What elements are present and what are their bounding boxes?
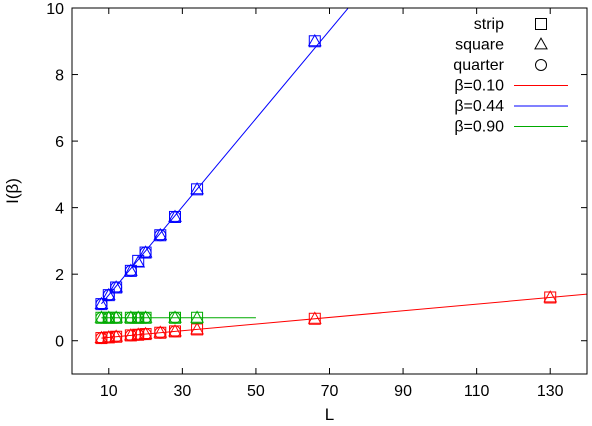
- legend: strip square quarter β=0.10 β=0.44 β=0.90: [453, 16, 568, 136]
- x-tick-label: 110: [464, 383, 490, 400]
- data-point-quarter: [124, 329, 137, 342]
- data-point-square: [109, 310, 124, 323]
- data-point-square: [168, 209, 182, 222]
- data-point-quarter: [124, 264, 137, 277]
- data-point-quarter: [95, 298, 108, 311]
- fit-line-0.44: [101, 8, 349, 305]
- data-point-square: [131, 255, 146, 268]
- legend-label-quarter: quarter: [453, 57, 504, 74]
- data-point-quarter: [139, 311, 152, 324]
- data-point-quarter: [139, 246, 152, 259]
- y-tick-label: 2: [55, 267, 64, 284]
- data-point-square: [543, 290, 558, 303]
- data-point-square: [101, 310, 116, 323]
- x-tick-label: 130: [537, 383, 564, 400]
- x-tick-label: 10: [100, 383, 118, 400]
- x-tick-label: 70: [321, 383, 339, 400]
- data-point-quarter: [139, 328, 152, 341]
- fit-lines-layer: [101, 8, 587, 339]
- legend-label-series: β=0.44: [454, 98, 504, 115]
- data-point-quarter: [102, 311, 115, 324]
- data-point-square: [123, 328, 138, 341]
- y-tick-label: 10: [46, 1, 64, 18]
- data-point-quarter: [95, 332, 108, 345]
- legend-label-series: β=0.10: [454, 78, 504, 95]
- data-point-square: [131, 327, 146, 340]
- data-point-quarter: [169, 325, 181, 338]
- y-tick-label: 8: [55, 68, 64, 85]
- fit-line-0.10: [101, 293, 587, 339]
- data-point-square: [94, 310, 109, 323]
- data-point-quarter: [110, 311, 123, 324]
- data-point-square: [153, 227, 168, 241]
- data-point-quarter: [110, 330, 123, 343]
- y-tick-label: 6: [55, 134, 64, 151]
- x-axis-label: L: [325, 405, 334, 424]
- axes-layer: 10 30 50 70 90 110 130 0 2 4 6 8 10: [46, 1, 587, 400]
- data-point-square: [123, 310, 138, 323]
- plot-frame: [71, 7, 588, 375]
- data-point-square: [138, 326, 153, 340]
- data-point-square: [131, 310, 146, 323]
- data-point-quarter: [124, 311, 137, 324]
- data-point-quarter: [110, 281, 123, 294]
- data-points-layer: [94, 33, 558, 345]
- data-point-square: [190, 322, 204, 335]
- data-point-square: [101, 330, 116, 343]
- data-point-square: [168, 310, 182, 323]
- legend-label-square: square: [455, 37, 504, 54]
- data-point-square: [307, 311, 322, 324]
- data-point-quarter: [132, 311, 145, 324]
- data-point-quarter: [169, 210, 181, 223]
- data-point-square: [109, 329, 124, 342]
- x-tick-label: 90: [394, 383, 412, 400]
- data-point-square: [109, 280, 124, 293]
- data-point-square: [190, 310, 204, 323]
- data-point-square: [123, 263, 138, 276]
- data-point-square: [190, 181, 204, 195]
- data-point-quarter: [154, 229, 167, 242]
- data-point-square: [153, 325, 168, 338]
- y-tick-label: 4: [55, 201, 64, 218]
- data-point-square: [101, 287, 116, 301]
- legend-circle-icon: [535, 59, 547, 71]
- data-point-square: [94, 330, 109, 343]
- data-point-square: [138, 310, 153, 323]
- legend-label-strip: strip: [474, 16, 504, 33]
- x-tick-label: 50: [247, 383, 265, 400]
- y-axis-label: I(β): [3, 178, 22, 204]
- data-point-quarter: [95, 311, 108, 324]
- data-point-quarter: [154, 326, 167, 339]
- data-point-quarter: [132, 328, 145, 341]
- legend-square-icon: [535, 18, 547, 30]
- data-point-square: [307, 33, 322, 47]
- data-point-square: [168, 324, 182, 337]
- legend-label-series: β=0.90: [454, 119, 504, 136]
- data-point-quarter: [102, 331, 115, 344]
- data-point-quarter: [169, 311, 181, 324]
- y-tick-label: 0: [55, 334, 64, 351]
- data-point-square: [138, 245, 153, 258]
- x-tick-label: 30: [173, 383, 191, 400]
- data-point-quarter: [102, 289, 115, 302]
- legend-triangle-icon: [534, 37, 548, 50]
- data-point-square: [94, 296, 109, 310]
